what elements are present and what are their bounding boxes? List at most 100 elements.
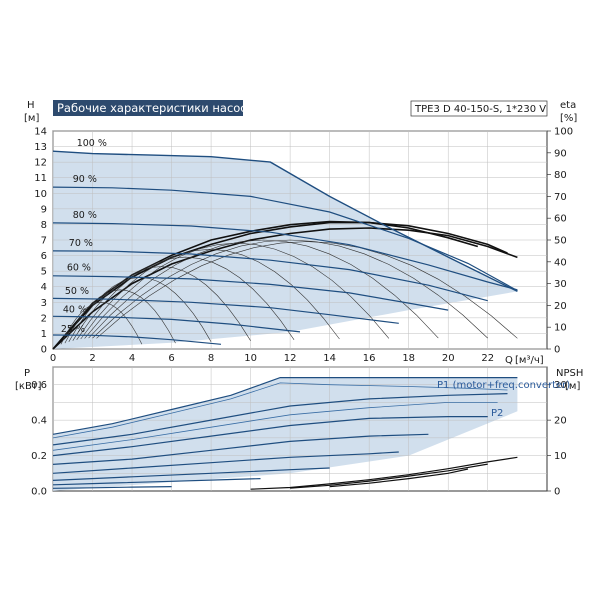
p1-series-label: P1 (motor+freq.converter) bbox=[437, 380, 570, 391]
p1-curve bbox=[52, 393, 508, 446]
speed-label: 50 % bbox=[65, 286, 89, 297]
x-tick-label: 14 bbox=[323, 353, 336, 364]
y-right-name-top: eta bbox=[560, 100, 576, 111]
model-label: TPE3 D 40-150-S, 1*230 V bbox=[414, 104, 546, 115]
y-right-tick-label: 20 bbox=[554, 416, 567, 427]
speed-label: 60 % bbox=[67, 263, 91, 274]
p1-curve bbox=[52, 433, 429, 465]
y-left-tick-label: 10 bbox=[34, 189, 47, 200]
y-right-tick-label: 90 bbox=[554, 148, 567, 159]
y-left-tick-label: 12 bbox=[34, 158, 47, 169]
x-tick-label: 6 bbox=[168, 353, 174, 364]
x-tick-label: 4 bbox=[129, 353, 135, 364]
efficiency-curve bbox=[52, 220, 479, 350]
x-tick-label: 16 bbox=[363, 353, 376, 364]
npsh-curve bbox=[250, 456, 518, 490]
npsh-curve bbox=[329, 468, 469, 488]
head-curve bbox=[52, 250, 488, 302]
y-right-tick-label: 0 bbox=[554, 345, 560, 356]
efficiency-lobe bbox=[64, 289, 176, 344]
y-left-tick-label: 0.0 bbox=[31, 487, 47, 498]
speed-label: 100 % bbox=[77, 138, 107, 149]
y-left-tick-label: 0.6 bbox=[31, 380, 47, 391]
p1-curve bbox=[52, 377, 518, 435]
efficiency-lobe bbox=[60, 301, 143, 345]
y-right-tick-label: 30 bbox=[554, 279, 567, 290]
y-right-tick-label: 10 bbox=[554, 323, 567, 334]
head-efficiency-chart: 100 %90 %80 %70 %60 %50 %40 %25 %0123456… bbox=[34, 100, 573, 364]
x-tick-label: 2 bbox=[89, 353, 95, 364]
y-left-tick-label: 11 bbox=[34, 173, 47, 184]
p2-curve bbox=[52, 382, 508, 439]
y-right-tick-label: 100 bbox=[554, 127, 573, 138]
speed-label: 80 % bbox=[73, 210, 97, 221]
y-right-unit-top: [%] bbox=[560, 113, 577, 124]
p1-curve bbox=[52, 467, 330, 481]
efficiency-curve bbox=[52, 227, 518, 350]
y-right-tick-label: 20 bbox=[554, 301, 567, 312]
x-axis-unit: [м³/ч] bbox=[515, 355, 544, 366]
x-tick-label: 0 bbox=[50, 353, 56, 364]
y-left-unit-bottom: [кВт] bbox=[15, 381, 42, 392]
y-left-tick-label: 6 bbox=[41, 251, 47, 262]
x-tick-label: 12 bbox=[284, 353, 297, 364]
chart-title: Рабочие характеристики насоса bbox=[57, 101, 254, 115]
speed-label: 25 % bbox=[61, 324, 85, 335]
x-tick-label: 22 bbox=[481, 353, 494, 364]
y-left-name-top: H bbox=[27, 100, 35, 111]
y-left-tick-label: 14 bbox=[34, 127, 47, 138]
head-curve bbox=[52, 186, 518, 292]
efficiency-lobe bbox=[88, 239, 439, 339]
y-right-tick-label: 0 bbox=[554, 487, 560, 498]
npsh-curve bbox=[290, 463, 488, 489]
efficiency-lobe bbox=[96, 241, 518, 339]
head-curve bbox=[52, 334, 222, 345]
speed-label: 40 % bbox=[63, 305, 87, 316]
y-right-unit-bottom: [м] bbox=[565, 381, 580, 392]
y-right-tick-label: 10 bbox=[554, 451, 567, 462]
x-tick-label: 10 bbox=[244, 353, 257, 364]
y-left-name-bottom: P bbox=[24, 368, 30, 379]
x-tick-label: 8 bbox=[208, 353, 214, 364]
x-tick-label: 18 bbox=[402, 353, 415, 364]
y-left-tick-label: 8 bbox=[41, 220, 47, 231]
head-curve bbox=[52, 222, 518, 291]
title-box bbox=[53, 100, 243, 116]
model-box bbox=[410, 100, 548, 117]
power-npsh-chart: 0.0 0.2 0.4 0.6 0 10 20 30 bbox=[31, 366, 567, 498]
y-left-tick-label: 4 bbox=[41, 282, 47, 293]
y-left-tick-label: 0.4 bbox=[31, 416, 47, 427]
p2-curve bbox=[52, 402, 498, 451]
y-right-tick-label: 30 bbox=[554, 380, 567, 391]
y-right-name-bottom: NPSH bbox=[556, 368, 583, 379]
y-right-tick-label: 70 bbox=[554, 192, 567, 203]
efficiency-lobe bbox=[76, 256, 295, 340]
x-axis-name: Q bbox=[505, 355, 513, 366]
speed-label: 90 % bbox=[73, 174, 97, 185]
x-tick-label: 20 bbox=[442, 353, 455, 364]
y-left-tick-label: 13 bbox=[34, 142, 47, 153]
y-left-tick-label: 0.2 bbox=[31, 451, 47, 462]
y-left-tick-label: 9 bbox=[41, 204, 47, 215]
power-range-area bbox=[53, 377, 518, 491]
y-left-tick-label: 3 bbox=[41, 298, 47, 309]
y-right-tick-label: 80 bbox=[554, 170, 567, 181]
operating-range-area bbox=[53, 151, 518, 349]
head-curve bbox=[52, 275, 449, 311]
p1-curve bbox=[52, 478, 261, 486]
y-right-tick-label: 60 bbox=[554, 214, 567, 225]
p1-curve bbox=[52, 416, 488, 457]
y-right-tick-label: 40 bbox=[554, 257, 567, 268]
head-curve bbox=[52, 315, 301, 333]
y-left-tick-label: 1 bbox=[41, 329, 47, 340]
efficiency-lobe bbox=[84, 242, 390, 339]
y-left-tick-label: 7 bbox=[41, 236, 47, 247]
y-right-tick-label: 50 bbox=[554, 236, 567, 247]
y-left-tick-label: 5 bbox=[41, 267, 47, 278]
p1-curve bbox=[52, 486, 172, 489]
y-left-tick-label: 2 bbox=[41, 313, 47, 324]
p1-curve bbox=[52, 451, 399, 474]
head-curve bbox=[52, 297, 399, 324]
y-left-unit-top: [м] bbox=[24, 113, 39, 124]
